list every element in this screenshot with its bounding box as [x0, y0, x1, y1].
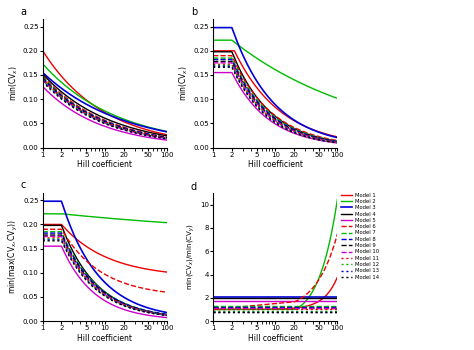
Y-axis label: min(max(CV$_x$,CV$_y$)): min(max(CV$_x$,CV$_y$)): [7, 220, 20, 294]
Y-axis label: min(CV$_x$)/min(CV$_y$): min(CV$_x$)/min(CV$_y$): [186, 224, 197, 290]
Y-axis label: min(CV$_x$): min(CV$_x$): [178, 65, 191, 101]
X-axis label: Hill coefficient: Hill coefficient: [77, 160, 132, 169]
X-axis label: Hill coefficient: Hill coefficient: [248, 334, 303, 343]
Text: c: c: [20, 181, 26, 190]
Text: b: b: [191, 7, 197, 17]
X-axis label: Hill coefficient: Hill coefficient: [77, 334, 132, 343]
Legend: Model 1, Model 2, Model 3, Model 4, Model 5, Model 6, Model 7, Model 8, Model 9,: Model 1, Model 2, Model 3, Model 4, Mode…: [339, 190, 381, 282]
Text: d: d: [191, 182, 197, 192]
Text: a: a: [20, 7, 27, 17]
Y-axis label: min(CV$_x$): min(CV$_x$): [8, 65, 20, 101]
X-axis label: Hill coefficient: Hill coefficient: [248, 160, 303, 169]
